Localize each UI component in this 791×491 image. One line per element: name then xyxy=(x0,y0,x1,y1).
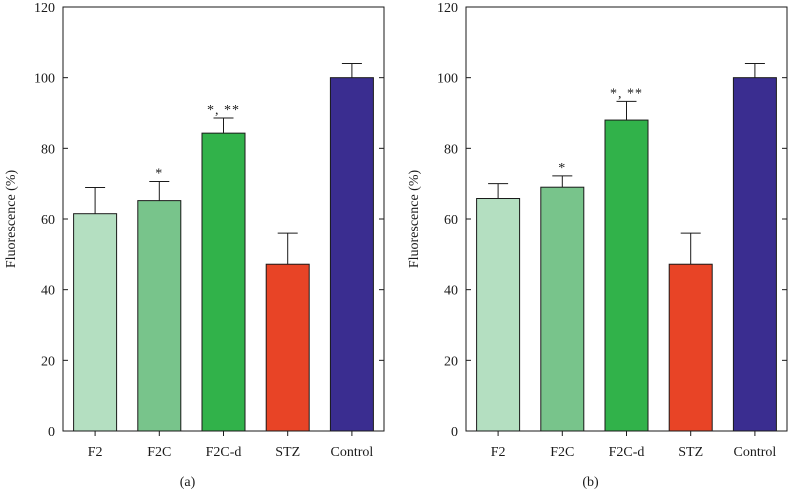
x-tick-label: F2 xyxy=(491,445,506,460)
bar-f2c-d xyxy=(604,119,649,432)
x-tick-label: F2C-d xyxy=(206,445,242,460)
bar-f2 xyxy=(73,213,118,432)
y-tick-label: 80 xyxy=(444,142,458,157)
y-axis-label: Fluorescence (%) xyxy=(4,169,19,268)
significance-label: * xyxy=(558,161,566,176)
bar-f2c-d xyxy=(201,132,246,432)
bar-stz xyxy=(668,263,713,432)
y-tick-label: 40 xyxy=(41,284,55,299)
y-tick-label: 60 xyxy=(444,213,458,228)
y-tick-label: 20 xyxy=(41,354,55,369)
y-tick-label: 60 xyxy=(41,213,55,228)
y-tick-label: 120 xyxy=(34,1,55,16)
y-tick-label: 120 xyxy=(437,1,458,16)
significance-label: *, ** xyxy=(207,103,240,118)
x-tick-label: Control xyxy=(331,445,374,460)
y-tick-label: 0 xyxy=(48,425,55,440)
y-tick-label: 80 xyxy=(41,142,55,157)
x-tick-label: Control xyxy=(734,445,777,460)
bar-f2c xyxy=(540,186,585,432)
panel-b: 0 20 40 60 80 100 120 Fluorescence (%) F2 * F2C *, … xyxy=(407,1,788,490)
panel-label: (b) xyxy=(582,475,599,490)
significance-label: * xyxy=(155,167,163,182)
significance-label: *, ** xyxy=(610,86,643,101)
bar-control xyxy=(329,77,374,432)
x-tick-label: F2C-d xyxy=(609,445,645,460)
bar-f2 xyxy=(476,198,521,432)
y-tick-label: 100 xyxy=(34,72,55,87)
y-tick-label: 20 xyxy=(444,354,458,369)
x-tick-label: F2C xyxy=(550,445,574,460)
bar-stz xyxy=(265,263,310,432)
panel-a: 0 20 40 60 80 100 120 Fluorescence (%) F2 * F2C *, … xyxy=(4,1,385,490)
x-tick-label: F2C xyxy=(147,445,171,460)
bar-f2c xyxy=(137,200,182,432)
y-tick-label: 100 xyxy=(437,72,458,87)
y-tick-label: 40 xyxy=(444,284,458,299)
x-tick-label: STZ xyxy=(275,445,300,460)
panel-label: (a) xyxy=(180,475,196,490)
x-tick-label: STZ xyxy=(678,445,703,460)
y-tick-label: 0 xyxy=(451,425,458,440)
y-axis-label: Fluorescence (%) xyxy=(407,169,422,268)
x-tick-label: F2 xyxy=(88,445,103,460)
bar-control xyxy=(732,77,777,432)
